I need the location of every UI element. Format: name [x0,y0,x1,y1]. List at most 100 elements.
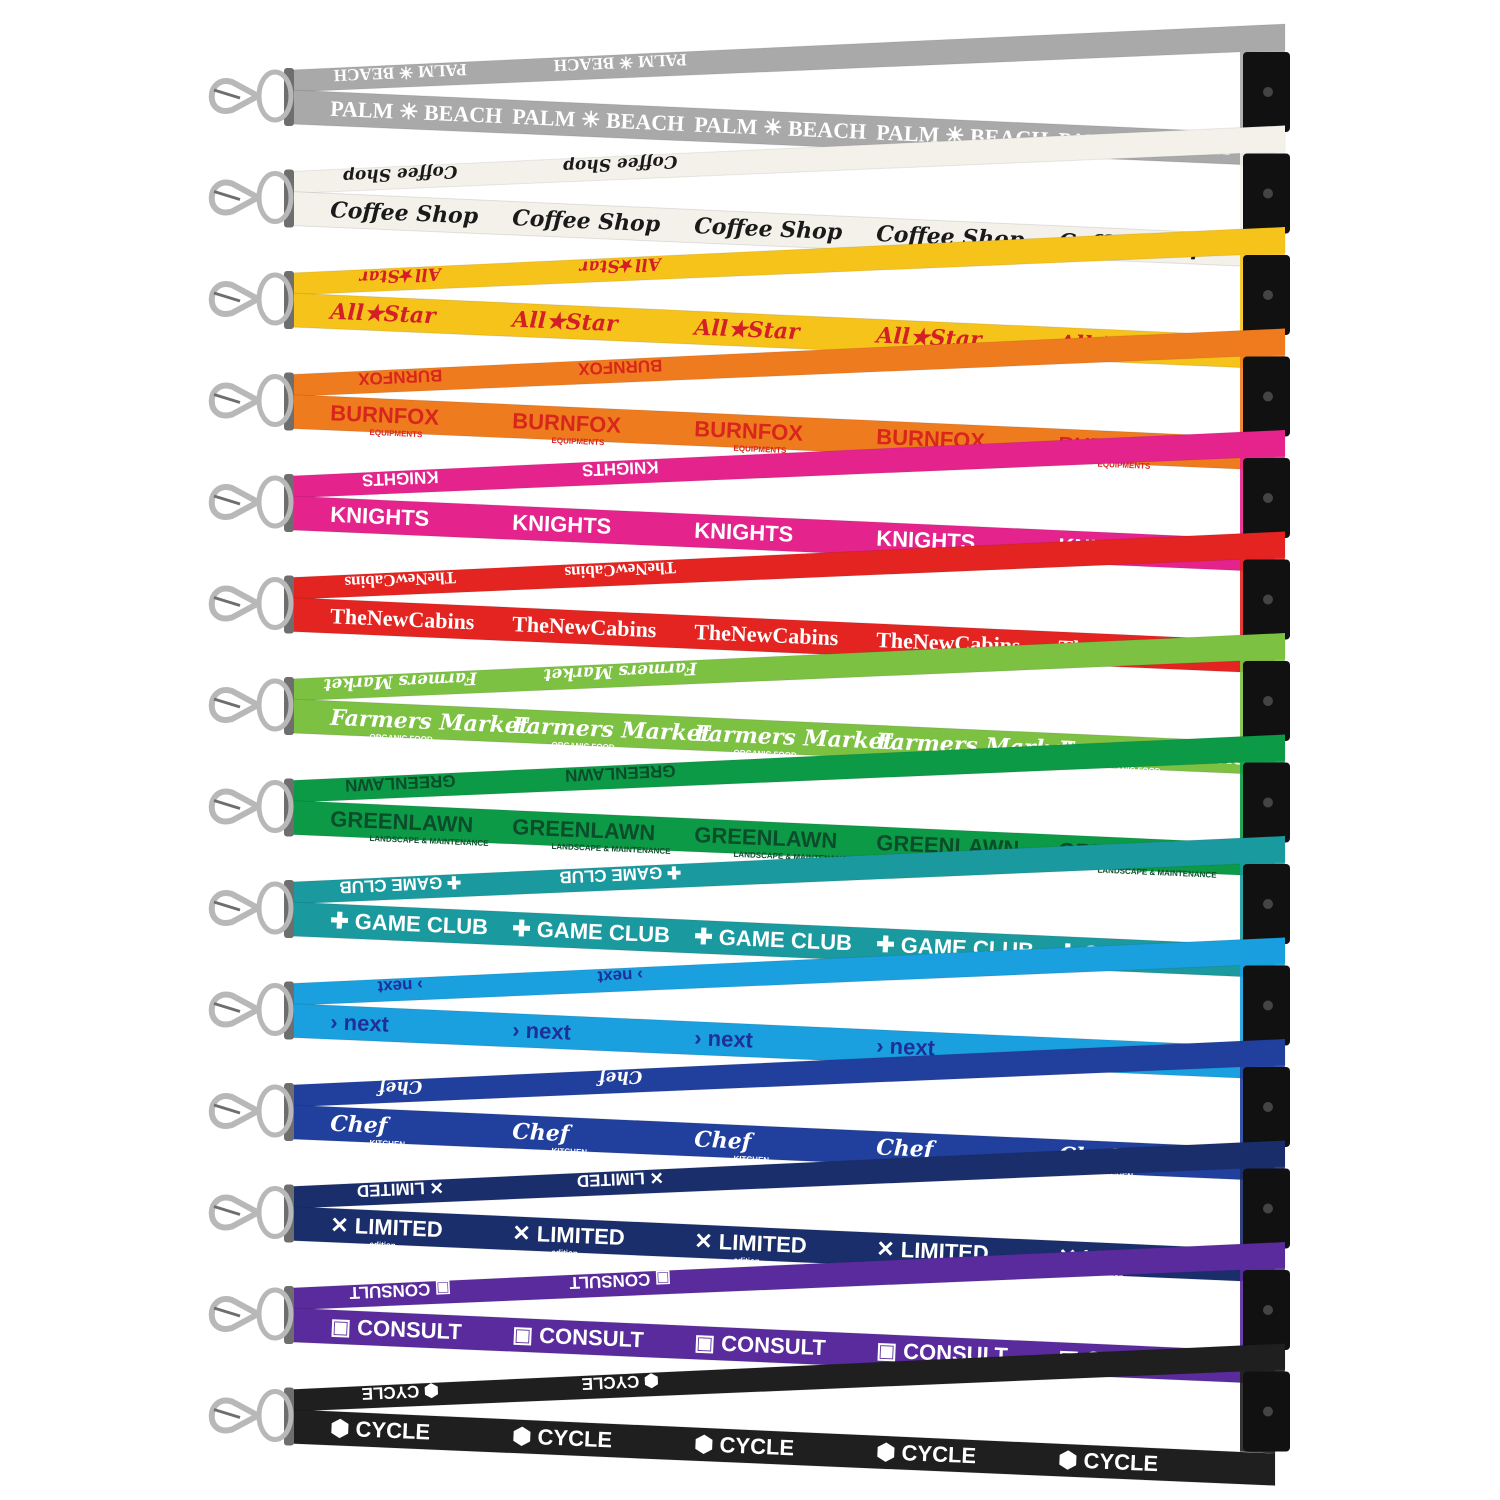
lanyard-logo-subtext: KITCHEN [733,1154,769,1165]
lanyard-back-logo-text: › next [377,976,423,997]
lanyard-logo-text: BURNFOX [330,400,440,430]
lanyard-logo-text: ⬢ CYCLE [330,1415,431,1444]
lanyard-back-logo-text: Coffee Shop [563,151,678,176]
lanyard-logo-text: ✕ LIMITED [512,1220,626,1250]
lanyard-logo-text: Chef [330,1111,392,1140]
lanyard-logo-subtext: edition [369,1240,396,1250]
lobster-clasp-icon [208,382,260,419]
lanyard-logo-subtext: EQUIPMENTS [733,444,787,455]
lanyard-back-logo-text: BURNFOX [577,356,662,379]
lanyard-logo-text: ✕ LIMITED [694,1228,808,1258]
lanyard-logo-text: ⬢ CYCLE [694,1431,795,1460]
lobster-clasp-icon [208,1296,260,1332]
lanyard-logo-text: KNIGHTS [694,518,794,547]
buckle-hole [1263,1406,1273,1417]
lanyard-back-logo-text: › next [597,966,643,987]
lanyard-logo-subtext: KITCHEN [369,1138,405,1149]
lobster-clasp-icon [208,1194,260,1231]
swivel-ring [256,577,294,630]
clasp-gate [213,1408,241,1419]
clasp-gate [213,393,241,404]
lanyard-logo-text: GREENLAWN [694,822,838,853]
clasp-gate [213,900,241,912]
lanyard-back-logo-text: GREENLAWN [345,771,456,795]
buckle-hole [1263,391,1273,402]
lanyard: ⬢ CYCLE ⬢ CYCLE ⬢ CYCLE ⬢ CYCLE ⬢ CYCLE ⬢ CYC… [208,1342,1290,1487]
clasp-gate [213,1002,241,1013]
lanyard-back-logo-text: All★Star [358,263,443,287]
lanyard-back-logo-text: ▣ CONSULT [568,1269,671,1293]
lanyard-logo-text: All★Star [328,299,438,330]
lanyard-logo-subtext: ORGANIC FOOD [1097,764,1161,776]
swivel-ring [256,780,294,833]
lanyard-logo-text: ▣ CONSULT [330,1314,463,1345]
buckle-hole [1263,1203,1273,1214]
lanyard-logo-text: ✕ LIMITED [330,1212,444,1242]
lobster-clasp-icon [208,484,260,520]
lanyard-back-logo-text: ✕ LIMITED [576,1168,664,1191]
lanyard-logo-text: ⬢ CYCLE [1058,1447,1159,1476]
lanyard-logo-text: GREENLAWN [512,814,656,845]
lanyard-back-logo-text: GREENLAWN [565,761,676,785]
lanyard-logo-text: GREENLAWN [330,806,474,837]
swivel-ring [256,983,294,1036]
swivel-ring [256,171,294,224]
lanyard-logo-text: TheNewCabins [694,619,840,650]
buckle-hole [1263,594,1273,605]
swivel-ring [256,1389,294,1442]
lobster-clasp-icon [208,788,260,825]
lanyard-logo-text: BURNFOX [694,416,804,446]
lanyard-logo-subtext: EQUIPMENTS [1097,460,1151,471]
buckle-hole [1263,87,1273,97]
clasp-gate [213,1306,241,1318]
lobster-clasp-icon [208,179,260,216]
buckle-hole [1263,797,1273,808]
buckle-hole [1263,899,1273,909]
lanyard-logo-text: ⬢ CYCLE [876,1439,977,1468]
clasp-gate [213,1103,241,1115]
lanyard-back-logo-text: KNIGHTS [582,457,659,479]
lanyard-logo-text: All★Star [510,307,620,338]
swivel-ring [256,1186,294,1239]
lanyard-logo-text: KNIGHTS [330,502,430,531]
lanyard-logo-text: Coffee Shop [694,213,844,245]
lanyard-logo-subtext: EQUIPMENTS [551,436,605,447]
lanyard-logo-subtext: edition [733,1256,760,1266]
lanyard-back-logo-text: Chef [375,1076,423,1098]
lanyard-back-logo-text: ⬢ CYCLE [581,1371,659,1393]
lanyard-logo-text: Chef [512,1119,574,1148]
lanyard-logo-text: BURNFOX [512,408,622,438]
buckle-hole [1263,188,1273,199]
lanyard-logo-text: Coffee Shop [330,197,480,229]
swivel-ring [256,881,294,935]
lobster-clasp-icon [208,78,260,114]
lanyard-logo-subtext: EQUIPMENTS [369,428,423,439]
lanyard-logo-subtext: edition [551,1248,578,1258]
lanyard-back-logo-text: All★Star [578,253,663,277]
lanyard-logo-text: ⬢ CYCLE [512,1423,613,1452]
lanyard-logo-text: TheNewCabins [330,603,476,634]
lanyard-back-logo-text: TheNewCabins [344,568,457,592]
clasp-gate [213,1205,241,1216]
lobster-clasp-icon [208,687,260,723]
lanyard-logo-text: ▣ CONSULT [694,1330,827,1361]
lanyard-logo-text: All★Star [692,315,802,346]
buckle-hole [1263,1000,1273,1011]
lobster-clasp-icon [208,1397,260,1434]
lanyard-logo-text: › next [512,1017,572,1045]
lanyard-logo-text: KNIGHTS [512,510,612,539]
lanyard-logo-text: Chef [694,1127,756,1156]
swivel-ring [256,69,294,123]
lobster-clasp-icon [208,890,260,926]
lanyard-logo-subtext: KITCHEN [1097,1170,1133,1181]
buckle-hole [1263,1305,1273,1315]
lobster-clasp-icon [208,991,260,1028]
swivel-ring [256,272,294,326]
swivel-ring [256,475,294,529]
lanyard-back-logo-text: ✕ LIMITED [356,1178,444,1201]
lanyard-logo-subtext: KITCHEN [551,1146,587,1157]
lanyard-logo-subtext: ORGANIC FOOD [369,732,433,744]
lanyard-back-logo-text: ⬢ CYCLE [361,1381,439,1403]
lanyard-back-logo-text: Coffee Shop [343,161,458,186]
clasp-gate [213,596,241,607]
